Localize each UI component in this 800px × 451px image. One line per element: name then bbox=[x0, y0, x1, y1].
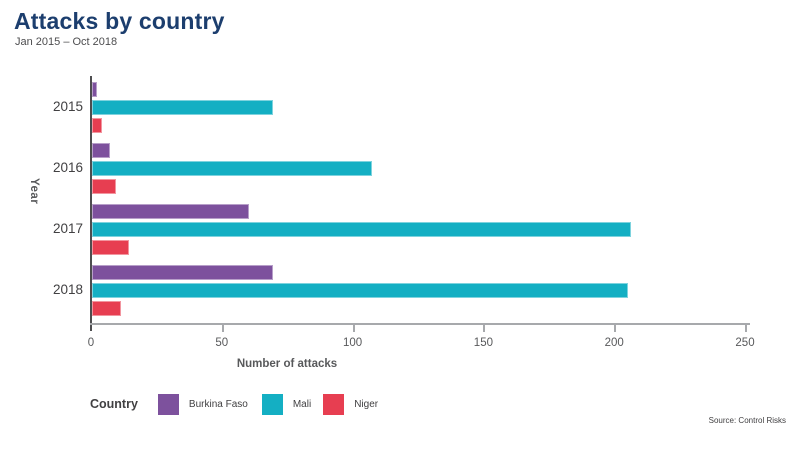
legend: Country Burkina Faso Mali Niger bbox=[90, 392, 378, 416]
x-tick-label: 150 bbox=[473, 337, 493, 349]
x-tick-mark bbox=[745, 324, 747, 332]
bar-burkina-faso-2018 bbox=[92, 265, 273, 280]
bar-group-2015: 2015 bbox=[53, 82, 745, 133]
legend-swatch-niger bbox=[323, 393, 345, 415]
year-label: 2015 bbox=[52, 99, 83, 114]
x-axis-title: Number of attacks bbox=[236, 358, 338, 370]
bar-niger-2017 bbox=[92, 240, 129, 255]
year-label: 2018 bbox=[52, 282, 83, 297]
x-tick-label: 200 bbox=[604, 337, 624, 349]
bar-group-2018: 2018 bbox=[53, 265, 745, 316]
x-tick-mark bbox=[352, 324, 355, 332]
x-tick-label: 0 bbox=[87, 337, 95, 349]
year-label: 2017 bbox=[52, 221, 83, 236]
bar-niger-2018 bbox=[92, 301, 121, 316]
plot-area: 2015 2016 2017 2018 0 50 100 150 200 250 bbox=[53, 76, 755, 349]
bar-niger-2016 bbox=[92, 179, 116, 194]
bar-burkina-faso-2015 bbox=[92, 82, 98, 97]
chart-title: Attacks by country bbox=[14, 8, 225, 34]
x-tick-mark bbox=[221, 324, 224, 332]
x-axis-line bbox=[90, 323, 750, 325]
bar-mali-2016 bbox=[92, 161, 372, 176]
y-axis-line bbox=[90, 76, 92, 331]
legend-label: Mali bbox=[292, 398, 312, 410]
bar-mali-2015 bbox=[92, 100, 273, 115]
bar-mali-2018 bbox=[92, 283, 629, 298]
x-tick-label: 50 bbox=[215, 337, 229, 349]
legend-swatch-mali bbox=[261, 393, 283, 415]
bar-niger-2015 bbox=[92, 118, 103, 133]
bar-burkina-faso-2016 bbox=[92, 143, 111, 158]
legend-item-mali: Mali bbox=[261, 393, 312, 415]
legend-item-niger: Niger bbox=[323, 393, 379, 415]
bar-mali-2017 bbox=[92, 222, 631, 237]
legend-swatch-burkina-faso bbox=[157, 393, 179, 415]
bar-group-2017: 2017 bbox=[53, 204, 745, 255]
x-tick-label: 250 bbox=[735, 337, 755, 349]
x-tick-mark bbox=[483, 324, 486, 332]
legend-item-burkina-faso: Burkina Faso bbox=[157, 393, 248, 415]
chart-subtitle: Jan 2015 – Oct 2018 bbox=[15, 36, 118, 48]
year-label: 2016 bbox=[52, 160, 83, 175]
x-tick-mark bbox=[614, 324, 617, 332]
source-note: Source: Control Risks bbox=[708, 416, 786, 425]
y-axis-title: Year bbox=[28, 178, 40, 205]
legend-title: Country bbox=[90, 397, 138, 411]
bar-burkina-faso-2017 bbox=[92, 204, 249, 219]
legend-label: Burkina Faso bbox=[188, 398, 248, 410]
legend-label: Niger bbox=[354, 398, 379, 410]
bar-group-2016: 2016 bbox=[53, 143, 745, 194]
x-tick-label: 100 bbox=[343, 337, 363, 349]
